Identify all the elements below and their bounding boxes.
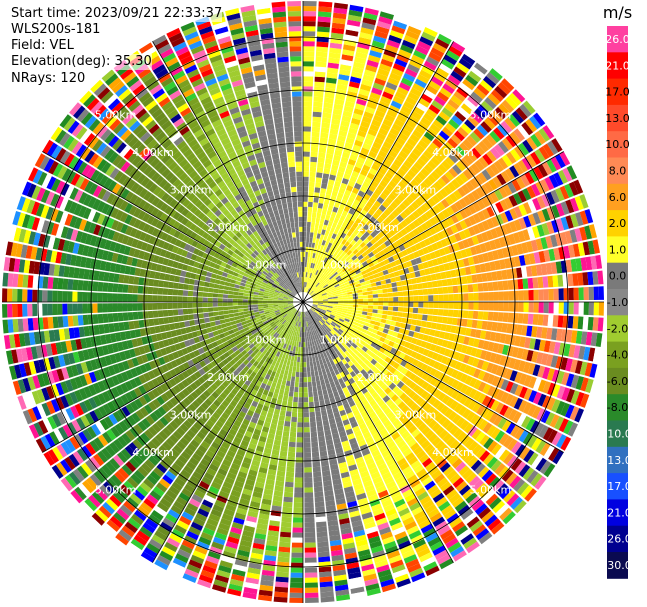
ring-label: 5.00km xyxy=(95,109,137,122)
ring-label: 3.00km xyxy=(395,408,437,421)
colorbar-tick-label: 17.0 xyxy=(605,86,630,99)
colorbar-tick-label: 10.0 xyxy=(605,138,630,151)
ring-label: 1.00km xyxy=(245,333,287,346)
ring-label: 2.00km xyxy=(207,221,249,234)
colorbar-segment xyxy=(607,52,628,80)
colorbar-tick-label: 13.0 xyxy=(605,112,630,125)
colorbar-tick-label: 1.0 xyxy=(609,243,627,256)
elevation-label: Elevation(deg): 35.30 xyxy=(11,54,152,70)
colorbar-segment xyxy=(607,183,628,211)
colorbar-tick-label: 0.0 xyxy=(609,270,627,283)
colorbar-tick-label: 21.0 xyxy=(605,59,630,72)
azimuth-spoke-300 xyxy=(42,151,304,303)
azimuth-spoke-60 xyxy=(302,151,564,303)
ring-label: 3.00km xyxy=(395,184,437,197)
ring-label: 4.00km xyxy=(432,146,474,159)
colorbar-segment xyxy=(607,367,628,395)
colorbar-segment xyxy=(607,525,628,553)
ring-label: 4.00km xyxy=(132,446,174,459)
colorbar-segment xyxy=(607,341,628,369)
ring-label: 2.00km xyxy=(207,371,249,384)
ring-label: 3.00km xyxy=(170,408,212,421)
azimuth-spoke-120 xyxy=(302,301,564,453)
colorbar-segment xyxy=(607,552,628,579)
field-label: Field: VEL xyxy=(11,38,74,54)
azimuth-spoke-210 xyxy=(152,301,304,563)
ring-label: 1.00km xyxy=(320,333,362,346)
azimuth-spoke-150 xyxy=(302,301,454,563)
start-time-label: Start time: 2023/09/21 22:33:37 xyxy=(11,6,223,22)
colorbar-segment xyxy=(607,236,628,264)
ring-label: 5.00km xyxy=(470,109,512,122)
colorbar-segment xyxy=(607,315,628,343)
range-grid: 1.00km 2.00km 3.00km 4.00km 5.00km 1.00km 2.00… xyxy=(2,1,604,603)
colorbar-tick-label: 8.0 xyxy=(609,165,627,178)
colorbar-segment xyxy=(607,131,628,158)
colorbar-segment xyxy=(607,104,628,132)
velocity-gates xyxy=(2,1,604,603)
colorbar: 26.0 21.0 17.0 13.0 10.0 8.0 6.0 2.0 1.0 0.0 -1.0 -… xyxy=(603,3,632,579)
colorbar-segment xyxy=(607,78,628,106)
colorbar-segment xyxy=(607,262,628,290)
ring-label: 1.00km xyxy=(320,259,362,272)
instrument-label: WLS200s-181 xyxy=(11,22,101,38)
ring-label: 4.00km xyxy=(132,146,174,159)
colorbar-tick-label: 2.0 xyxy=(609,217,627,230)
colorbar-segment xyxy=(607,289,628,316)
colorbar-segment xyxy=(607,394,628,421)
colorbar-unit-label: m/s xyxy=(603,3,632,22)
azimuth-spoke-330 xyxy=(152,41,304,303)
azimuth-spoke-240 xyxy=(42,301,304,453)
azimuth-spoke-30 xyxy=(302,41,454,303)
colorbar-tick-label: -30.0 xyxy=(603,559,631,572)
ring-label: 2.00km xyxy=(357,221,399,234)
ring-label: 5.00km xyxy=(95,483,137,496)
ring-label: 1.00km xyxy=(245,259,287,272)
colorbar-tick-label: -26.0 xyxy=(603,533,631,546)
colorbar-tick-label: -1.0 xyxy=(607,296,628,309)
ring-label: 2.00km xyxy=(357,371,399,384)
colorbar-tick-label: -13.0 xyxy=(603,454,631,467)
colorbar-segment xyxy=(607,210,628,237)
colorbar-tick-label: -17.0 xyxy=(603,480,631,493)
colorbar-segment xyxy=(607,473,628,500)
colorbar-segment xyxy=(607,157,628,185)
ring-label: 5.00km xyxy=(470,483,512,496)
colorbar-tick-label: -8.0 xyxy=(607,401,628,414)
colorbar-segment xyxy=(607,499,628,527)
ring-label: 4.00km xyxy=(432,446,474,459)
colorbar-segment xyxy=(607,446,628,474)
colorbar-tick-label: -10.0 xyxy=(603,428,631,441)
colorbar-tick-label: -21.0 xyxy=(603,506,631,519)
colorbar-tick-label: -4.0 xyxy=(607,349,628,362)
colorbar-tick-label: -2.0 xyxy=(607,322,628,335)
colorbar-segment xyxy=(607,420,628,448)
nrays-label: NRays: 120 xyxy=(11,71,86,87)
ring-label: 3.00km xyxy=(170,184,212,197)
colorbar-tick-label: -6.0 xyxy=(607,375,628,388)
colorbar-segment xyxy=(607,26,628,53)
colorbar-tick-label: 6.0 xyxy=(609,191,627,204)
colorbar-tick-label: 26.0 xyxy=(605,33,630,46)
